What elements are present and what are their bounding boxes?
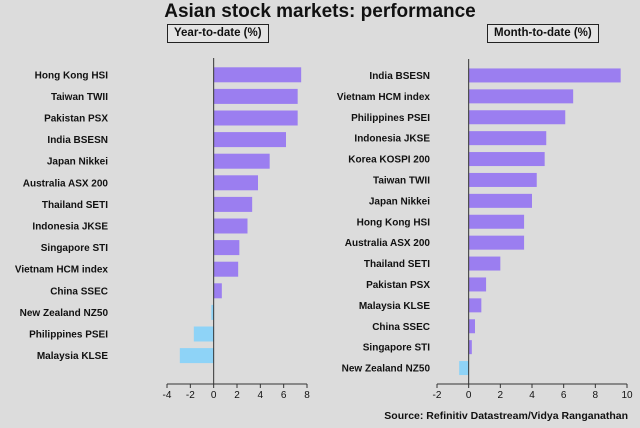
mtd-x-tick-label: 4 (529, 390, 535, 401)
mtd-panel-title: Month-to-date (%) (487, 24, 599, 43)
mtd-category-label: Australia ASX 200 (345, 238, 431, 249)
ytd-x-tick-label: 4 (258, 390, 264, 401)
ytd-bar (213, 67, 302, 83)
mtd-category-label: China SSEC (372, 322, 430, 333)
ytd-category-label: Taiwan TWII (51, 92, 108, 103)
mtd-category-label: India BSESN (369, 71, 430, 82)
mtd-category-label: Thailand SETI (364, 259, 430, 270)
mtd-category-label: Taiwan TWII (373, 175, 430, 186)
ytd-category-label: Vietnam HCM index (15, 265, 109, 276)
ytd-x-tick-label: 8 (304, 390, 310, 401)
ytd-x-tick-label: -4 (163, 390, 172, 401)
ytd-category-label: Pakistan PSX (44, 114, 108, 125)
ytd-bar (213, 88, 298, 104)
ytd-category-label: Singapore STI (41, 243, 108, 254)
mtd-x-tick-label: 8 (593, 390, 599, 401)
ytd-category-label: India BSESN (47, 135, 108, 146)
ytd-category-label: Hong Kong HSI (35, 70, 109, 81)
mtd-category-label: Korea KOSPI 200 (348, 155, 430, 166)
mtd-bar (468, 131, 547, 146)
mtd-category-label: Pakistan PSX (366, 280, 430, 291)
ytd-category-label: Thailand SETI (42, 200, 108, 211)
ytd-category-label: Malaysia KLSE (37, 351, 108, 362)
mtd-bar (468, 340, 472, 355)
ytd-x-tick-label: 0 (211, 390, 217, 401)
ytd-bar (213, 240, 240, 256)
ytd-category-label: Australia ASX 200 (23, 178, 109, 189)
ytd-bar (213, 175, 258, 191)
ytd-bar (213, 283, 222, 299)
mtd-x-tick-label: 2 (498, 390, 504, 401)
mtd-category-label: Indonesia JKSE (354, 134, 430, 145)
mtd-bar (468, 152, 545, 167)
ytd-x-tick-label: 6 (281, 390, 287, 401)
mtd-category-label: Singapore STI (363, 343, 430, 354)
ytd-category-label: New Zealand NZ50 (20, 308, 109, 319)
ytd-bar (211, 304, 214, 320)
mtd-x-tick-label: -2 (433, 390, 442, 401)
ytd-category-label: China SSEC (50, 286, 108, 297)
ytd-bar (213, 153, 270, 169)
ytd-x-tick-label: -2 (186, 390, 195, 401)
mtd-x-tick-label: 10 (621, 390, 633, 401)
ytd-category-label: Philippines PSEI (29, 330, 108, 341)
mtd-category-label: Malaysia KLSE (359, 301, 430, 312)
mtd-x-tick-label: 6 (561, 390, 567, 401)
mtd-x-tick-label: 0 (466, 390, 472, 401)
mtd-category-label: Japan Nikkei (369, 196, 430, 207)
ytd-bar (213, 196, 253, 212)
mtd-bar (468, 214, 525, 229)
mtd-bar (468, 319, 475, 334)
chart-title: Asian stock markets: performance (164, 1, 476, 22)
mtd-category-label: Hong Kong HSI (357, 217, 431, 228)
mtd-bar (459, 361, 469, 376)
ytd-bar (193, 326, 214, 342)
mtd-category-label: New Zealand NZ50 (342, 364, 431, 375)
ytd-x-tick-label: 2 (234, 390, 240, 401)
mtd-category-label: Vietnam HCM index (337, 92, 431, 103)
ytd-bar (213, 261, 239, 277)
mtd-bar (468, 172, 537, 187)
source-note: Source: Refinitiv Datastream/Vidya Ranga… (384, 410, 628, 422)
ytd-bar (213, 218, 248, 234)
mtd-category-label: Philippines PSEI (351, 113, 430, 124)
ytd-bar (213, 110, 298, 126)
mtd-bar (468, 298, 482, 313)
mtd-bar (468, 235, 525, 250)
ytd-category-label: Indonesia JKSE (32, 222, 108, 233)
mtd-bar (468, 256, 501, 271)
ytd-category-label: Japan Nikkei (47, 157, 108, 168)
ytd-bar (213, 132, 286, 148)
mtd-bar (468, 277, 487, 292)
ytd-panel-title: Year-to-date (%) (167, 24, 269, 43)
mtd-bar (468, 193, 532, 208)
mtd-bar (468, 89, 574, 104)
mtd-bar (468, 68, 621, 83)
ytd-bar (179, 348, 214, 364)
mtd-bar (468, 110, 566, 125)
